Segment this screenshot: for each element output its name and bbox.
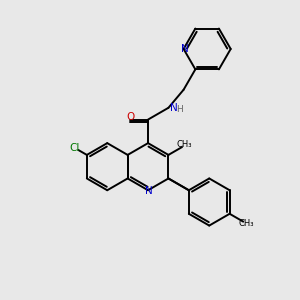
Text: N: N <box>170 103 178 113</box>
Text: N: N <box>145 186 153 196</box>
Text: CH₃: CH₃ <box>239 219 254 228</box>
Text: O: O <box>126 112 134 122</box>
Text: Cl: Cl <box>70 143 80 153</box>
Text: N: N <box>181 44 188 54</box>
Text: CH₃: CH₃ <box>177 140 192 149</box>
Text: H: H <box>176 105 183 114</box>
